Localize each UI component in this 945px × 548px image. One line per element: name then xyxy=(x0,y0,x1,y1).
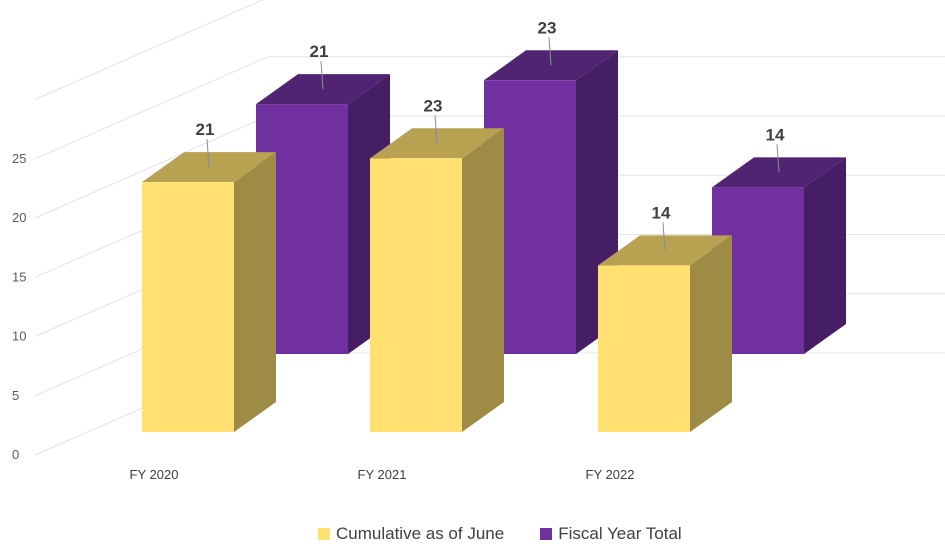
data-label-leader xyxy=(776,144,780,173)
y-tick-label: 5 xyxy=(12,388,19,403)
bar-cumulative xyxy=(598,265,690,432)
bar-side-cumulative xyxy=(234,152,276,432)
y-axis-ticks: 0 5 10 15 20 25 xyxy=(12,151,26,462)
legend: Cumulative as of June Fiscal Year Total xyxy=(318,522,682,546)
data-label-leader xyxy=(662,222,666,251)
data-label-cumulative: 23 xyxy=(424,96,443,115)
gridline xyxy=(34,56,945,160)
x-category-label: FY 2020 xyxy=(130,467,179,482)
data-label-fiscal-year-total: 14 xyxy=(766,125,785,144)
bar-side-fiscal-year-total xyxy=(804,157,846,354)
legend-swatch-fiscal-year-total xyxy=(540,528,553,540)
legend-item-cumulative: Cumulative as of June xyxy=(318,524,504,544)
data-label-leader xyxy=(548,37,552,66)
x-category-label: FY 2021 xyxy=(358,467,407,482)
data-label-cumulative: 21 xyxy=(196,120,215,139)
x-axis-categories: FY 2020 FY 2021 FY 2022 xyxy=(130,467,635,482)
y-tick-label: 0 xyxy=(12,447,19,462)
gridline xyxy=(34,0,264,100)
legend-label-cumulative: Cumulative as of June xyxy=(336,524,505,543)
y-tick-label: 20 xyxy=(12,210,26,225)
data-label-leader xyxy=(434,115,438,144)
data-label-cumulative: 14 xyxy=(652,203,671,222)
bar-cumulative xyxy=(142,182,234,432)
y-tick-label: 15 xyxy=(12,269,26,284)
legend-label-fiscal-year-total: Fiscal Year Total xyxy=(558,524,682,543)
data-label-leader xyxy=(206,139,210,168)
bar-side-cumulative xyxy=(462,128,504,433)
y-tick-label: 25 xyxy=(12,151,26,166)
legend-item-fiscal-year-total: Fiscal Year Total xyxy=(540,524,682,544)
data-label-leader xyxy=(320,61,324,90)
x-category-label: FY 2022 xyxy=(586,467,635,482)
data-label-fiscal-year-total: 21 xyxy=(310,42,329,61)
legend-swatch-cumulative xyxy=(318,528,330,540)
bar-cumulative xyxy=(370,158,462,433)
series-fiscal-year-total: 21 23 14 xyxy=(256,18,846,355)
series-cumulative-as-of-june: 21 23 14 xyxy=(142,96,732,433)
y-tick-label: 10 xyxy=(12,329,26,344)
bar-side-cumulative xyxy=(690,235,732,432)
data-label-fiscal-year-total: 23 xyxy=(538,18,557,37)
